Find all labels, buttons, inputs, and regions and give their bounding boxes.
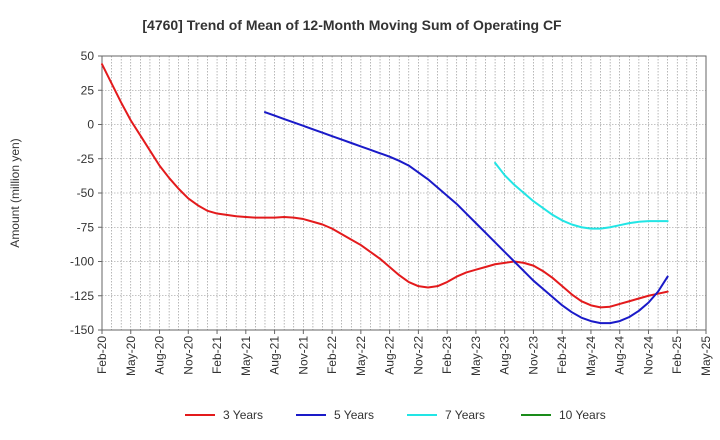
- x-tick-label: Feb-21: [210, 336, 224, 374]
- y-axis-label: Amount (million yen): [8, 138, 22, 247]
- x-tick-label: May-24: [584, 336, 598, 376]
- x-tick-label: Feb-23: [440, 336, 454, 374]
- series-lines: [101, 63, 669, 325]
- gridlines: [102, 56, 706, 330]
- x-tick-label: Feb-20: [95, 336, 109, 374]
- x-tick-label: Aug-22: [383, 336, 397, 375]
- series-line-5-years: [263, 111, 669, 325]
- x-tick-label: Aug-23: [498, 336, 512, 375]
- y-tick-label: -75: [77, 220, 95, 234]
- y-tick-label: -100: [70, 255, 94, 269]
- x-tick-label: Nov-22: [411, 336, 425, 375]
- x-tick-label: May-20: [124, 336, 138, 376]
- x-tick-label: May-23: [469, 336, 483, 376]
- x-tick-label: Feb-24: [555, 336, 569, 374]
- x-tick-label: Nov-20: [181, 336, 195, 375]
- x-tick-label: Aug-20: [153, 336, 167, 375]
- y-tick-label: -150: [70, 323, 94, 337]
- legend-label: 3 Years: [223, 408, 263, 422]
- legend-label: 5 Years: [334, 408, 374, 422]
- y-tick-label: -125: [70, 289, 94, 303]
- y-axis: 50 25 0 -25 -50 -75 -100 -125 -150: [70, 49, 102, 337]
- x-tick-label: Aug-21: [268, 336, 282, 375]
- y-tick-label: -50: [77, 186, 95, 200]
- x-axis: Feb-20 May-20 Aug-20 Nov-20 Feb-21 May-21 Aug-…: [95, 330, 713, 376]
- x-tick-label: Feb-22: [325, 336, 339, 374]
- x-tick-label: Nov-21: [296, 336, 310, 375]
- legend-label: 7 Years: [445, 408, 485, 422]
- y-tick-label: 25: [81, 83, 95, 97]
- y-tick-label: 0: [87, 118, 94, 132]
- x-tick-label: Nov-23: [526, 336, 540, 375]
- x-tick-label: Feb-25: [670, 336, 684, 374]
- x-tick-label: May-25: [699, 336, 713, 376]
- legend: 3 Years 5 Years 7 Years 10 Years: [185, 408, 606, 422]
- series-line-3-years: [101, 63, 669, 309]
- series-line-7-years: [494, 161, 669, 230]
- x-tick-label: May-22: [354, 336, 368, 376]
- y-tick-label: 50: [81, 49, 95, 63]
- x-tick-label: May-21: [239, 336, 253, 376]
- legend-label: 10 Years: [559, 408, 606, 422]
- y-tick-label: -25: [77, 152, 95, 166]
- x-tick-label: Nov-24: [641, 336, 655, 375]
- x-tick-label: Aug-24: [613, 336, 627, 375]
- chart-title: [4760] Trend of Mean of 12-Month Moving …: [142, 17, 562, 33]
